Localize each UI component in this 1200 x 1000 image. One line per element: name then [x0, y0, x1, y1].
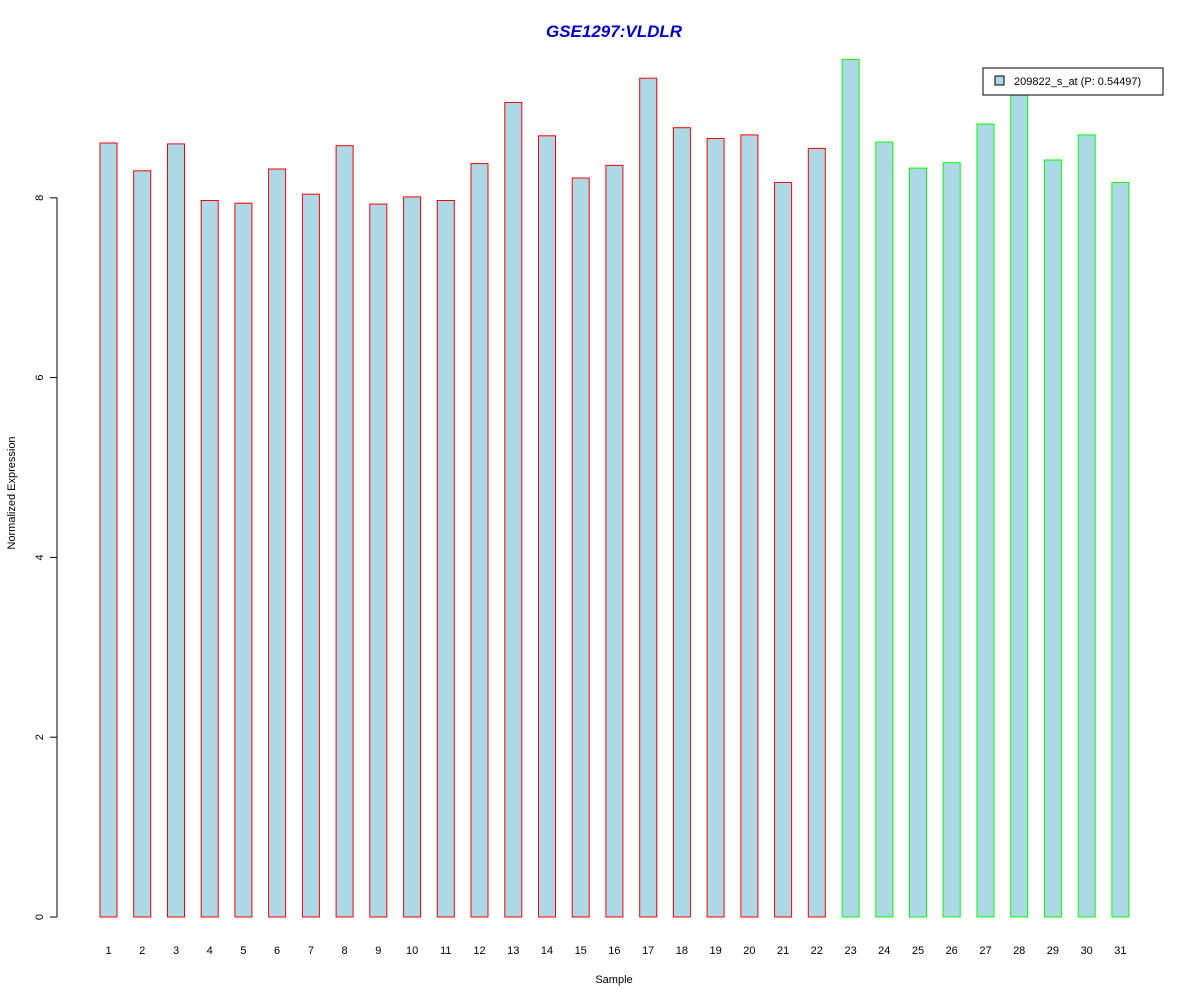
y-tick-label: 6: [34, 375, 46, 381]
bar-sample-12: [470, 163, 489, 918]
x-tick-label: 5: [240, 945, 246, 957]
x-tick-label: 25: [912, 945, 924, 957]
y-axis: 0 2 4 6 8: [34, 195, 58, 920]
y-tick-label: 4: [34, 554, 46, 560]
bar-sample-7: [301, 193, 320, 918]
bar-sample-28: [1010, 93, 1029, 918]
bar-sample-13: [504, 102, 523, 918]
bar-sample-26: [942, 162, 961, 918]
bar-sample-6: [268, 168, 287, 918]
legend-label: 209822_s_at (P: 0.54497): [1014, 76, 1141, 88]
x-tick-label: 16: [608, 945, 620, 957]
bar-sample-16: [605, 164, 624, 918]
x-axis-tick-labels: 1 2 3 4 5 6 7 8 9 10 11 12 13 14 15 16 17 18 19 20 21 22 23 24 2…: [105, 945, 1126, 957]
bar-sample-3: [167, 143, 185, 918]
x-tick-label: 1: [105, 945, 111, 957]
bar-sample-17: [639, 77, 658, 918]
x-tick-label: 9: [375, 945, 381, 957]
x-tick-label: 28: [1013, 945, 1025, 957]
bar-sample-9: [369, 203, 388, 918]
x-tick-label: 4: [207, 945, 213, 957]
y-tick-label: 0: [34, 914, 46, 920]
bar-sample-2: [133, 170, 152, 918]
bar-sample-5: [234, 202, 253, 918]
x-tick-label: 14: [541, 945, 553, 957]
bar-sample-24: [875, 141, 894, 918]
x-tick-label: 17: [642, 945, 654, 957]
x-tick-label: 21: [777, 945, 789, 957]
y-axis-label: Normalized Expression: [6, 436, 18, 549]
chart-title: GSE1297:VLDLR: [546, 22, 683, 41]
x-tick-label: 2: [139, 945, 145, 957]
x-tick-label: 24: [878, 945, 890, 957]
bar-sample-25: [909, 167, 927, 918]
x-tick-label: 18: [676, 945, 688, 957]
x-tick-label: 13: [507, 945, 519, 957]
bar-sample-15: [571, 177, 590, 918]
legend-box: [982, 67, 1164, 96]
x-tick-label: 3: [173, 945, 179, 957]
bar-sample-14: [538, 135, 556, 918]
bars: [99, 58, 1130, 918]
x-axis-label: Sample: [595, 974, 632, 986]
bar-sample-31: [1111, 182, 1130, 918]
bar-sample-11: [436, 200, 455, 918]
bar-sample-8: [335, 145, 354, 918]
bar-sample-4: [200, 200, 219, 918]
x-tick-label: 29: [1047, 945, 1059, 957]
x-tick-label: 10: [406, 945, 418, 957]
x-tick-label: 23: [844, 945, 856, 957]
bar-sample-29: [1043, 159, 1062, 918]
y-tick-label: 2: [34, 734, 46, 740]
x-tick-label: 26: [946, 945, 958, 957]
x-tick-label: 22: [811, 945, 823, 957]
legend-swatch: [994, 75, 1005, 86]
bar-sample-21: [774, 182, 793, 918]
bar-sample-19: [706, 138, 725, 918]
x-tick-label: 12: [473, 945, 485, 957]
bar-sample-1: [99, 142, 118, 918]
bar-sample-30: [1077, 134, 1096, 918]
bar-sample-10: [403, 196, 422, 918]
y-tick-label: 8: [34, 195, 46, 201]
x-tick-label: 11: [440, 945, 451, 957]
bar-sample-20: [740, 134, 759, 918]
x-tick-label: 15: [575, 945, 587, 957]
bar-sample-22: [807, 147, 826, 918]
x-tick-label: 31: [1114, 945, 1126, 957]
x-tick-label: 27: [979, 945, 991, 957]
x-tick-label: 8: [342, 945, 348, 957]
bar-sample-23: [841, 58, 860, 918]
x-tick-label: 7: [308, 945, 314, 957]
bar-sample-18: [672, 127, 691, 918]
x-tick-label: 30: [1081, 945, 1093, 957]
x-tick-label: 6: [274, 945, 280, 957]
legend: 209822_s_at (P: 0.54497): [982, 67, 1164, 96]
bar-sample-27: [976, 123, 995, 918]
x-tick-label: 19: [709, 945, 721, 957]
x-tick-label: 20: [743, 945, 755, 957]
